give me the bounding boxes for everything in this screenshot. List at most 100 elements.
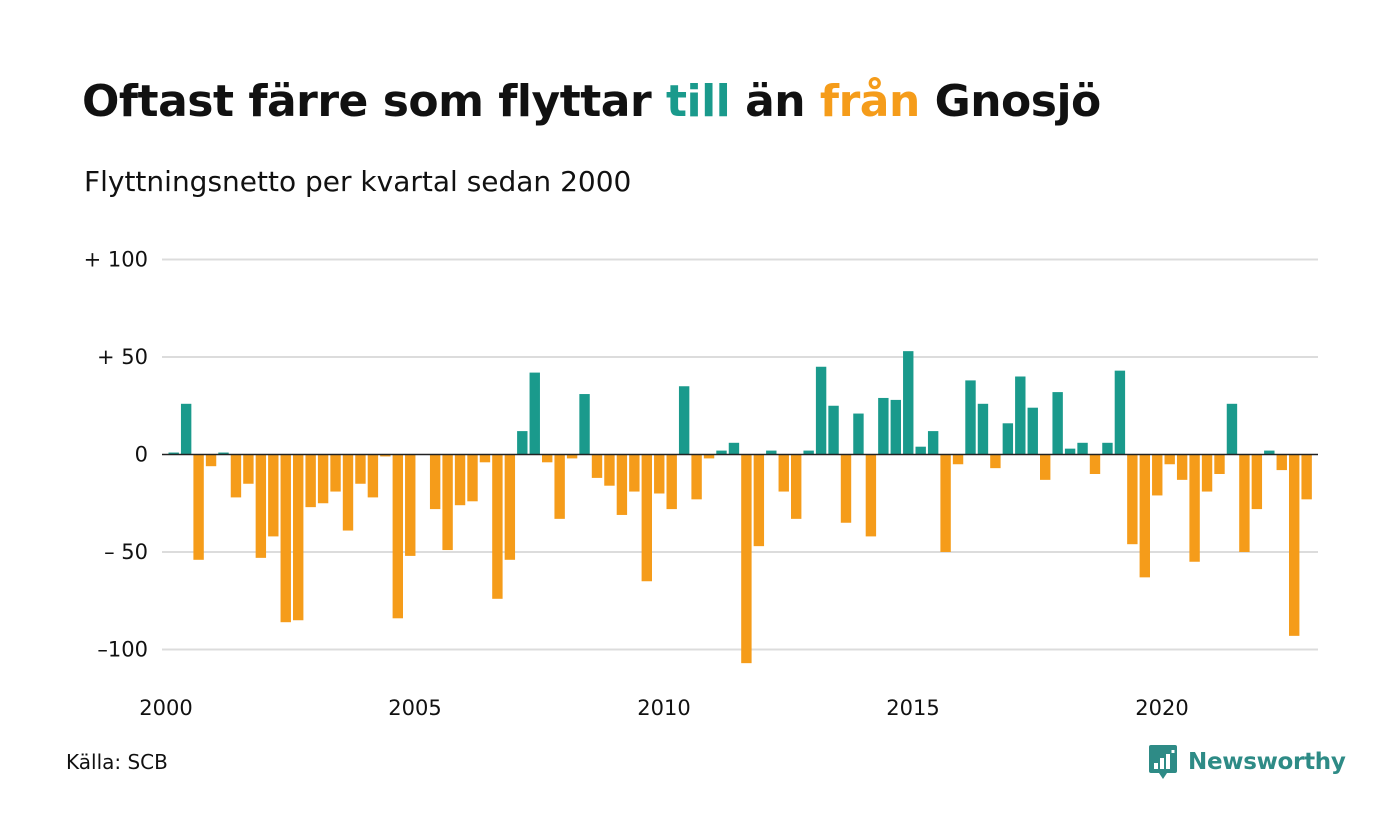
bar-2000K4 <box>205 454 217 467</box>
bar-2022K4 <box>1301 454 1312 500</box>
bar-2000K3 <box>193 454 204 560</box>
bar-2019K2 <box>1127 454 1138 545</box>
bar-2007K4 <box>554 454 565 519</box>
title-highlight-fran: från <box>819 76 920 127</box>
bar-2020K2 <box>1176 454 1188 480</box>
bar-2022K3 <box>1289 454 1300 636</box>
x-tick-label: 2015 <box>886 696 939 720</box>
bar-2013K4 <box>853 413 864 455</box>
bar-2015K1 <box>915 446 926 455</box>
bar-2007K2 <box>529 372 540 455</box>
x-axis-ticks: 2000 2005 2010 2015 2020 <box>139 696 1188 720</box>
bar-2007K3 <box>542 454 553 463</box>
title-part-1: Oftast färre som flyttar <box>82 76 666 127</box>
bar-2014K2 <box>878 397 889 455</box>
bar-2002K2 <box>280 454 291 623</box>
bar-2002K1 <box>268 454 279 537</box>
bar-2017K3 <box>1040 454 1051 480</box>
bar-2001K2 <box>230 454 242 498</box>
x-tick-label: 2020 <box>1135 696 1188 720</box>
bar-2010K2 <box>678 386 690 455</box>
bar-2006K1 <box>467 454 478 502</box>
y-tick-label: 0 <box>135 443 148 467</box>
brand-logo: Newsworthy <box>1148 742 1346 782</box>
bar-2013K2 <box>828 405 839 455</box>
bar-2003K4 <box>355 454 366 484</box>
bar-2018K3 <box>1089 454 1101 474</box>
bar-2013K3 <box>840 454 852 523</box>
chart-subtitle: Flyttningsnetto per kvartal sedan 2000 <box>84 165 632 198</box>
bar-chart: + 100 + 50 0 – 50 –100 2000 2005 2010 2015 2020 <box>84 248 1318 720</box>
bar-2011K4 <box>753 454 765 547</box>
bar-2003K1 <box>317 454 329 504</box>
bar-2022K2 <box>1276 454 1287 471</box>
bar-2014K4 <box>903 351 914 455</box>
bar-2012K3 <box>791 454 802 519</box>
newsworthy-logo-icon <box>1149 745 1177 779</box>
bar-2019K1 <box>1114 370 1126 455</box>
brand-name: Newsworthy <box>1188 749 1346 775</box>
bar-2010K3 <box>691 454 702 500</box>
bar-2020K4 <box>1201 454 1213 492</box>
bar-2021K1 <box>1214 454 1225 474</box>
bar-2006K3 <box>492 454 503 599</box>
bar-2009K1 <box>616 454 628 515</box>
bar-2003K3 <box>342 454 354 531</box>
bar-2009K2 <box>629 454 640 492</box>
bar-2011K1 <box>716 450 727 455</box>
title-part-3: Gnosjö <box>919 76 1102 127</box>
bar-2001K4 <box>255 454 267 558</box>
bar-2017K1 <box>1015 376 1026 455</box>
bar-2006K2 <box>479 454 491 463</box>
bar-2004K3 <box>392 454 403 619</box>
bar-2018K1 <box>1064 448 1076 455</box>
bar-2012K1 <box>766 450 777 455</box>
bar-2005K3 <box>442 454 453 551</box>
bar-2022K1 <box>1264 450 1275 455</box>
bar-2021K3 <box>1239 454 1250 552</box>
bar-2004K4 <box>405 454 416 556</box>
bar-2006K4 <box>504 454 516 560</box>
bar-2003K2 <box>330 454 341 492</box>
bar-2005K2 <box>429 454 441 510</box>
title-part-2: än <box>730 76 820 127</box>
bar-2001K1 <box>218 452 229 455</box>
bar-2011K3 <box>741 454 752 664</box>
bar-2015K4 <box>952 454 964 465</box>
bar-2007K1 <box>517 431 528 455</box>
bar-2015K2 <box>927 431 939 455</box>
bar-2008K4 <box>604 454 615 486</box>
y-tick-label: –100 <box>97 638 148 662</box>
grid-lines <box>162 258 1318 651</box>
bar-2008K1 <box>566 454 578 459</box>
bar-2015K3 <box>940 454 951 552</box>
bar-2000K2 <box>180 403 192 455</box>
y-tick-label: + 100 <box>84 248 148 272</box>
bar-2016K3 <box>990 454 1001 469</box>
x-tick-label: 2000 <box>139 696 192 720</box>
bar-2016K1 <box>965 380 976 455</box>
y-tick-label: – 50 <box>104 540 148 564</box>
x-tick-label: 2010 <box>637 696 690 720</box>
bar-2017K4 <box>1052 392 1063 455</box>
bar-2018K2 <box>1077 442 1088 455</box>
source-note: Källa: SCB <box>66 750 168 774</box>
x-tick-label: 2005 <box>388 696 441 720</box>
bar-2004K1 <box>367 454 379 498</box>
bar-2008K2 <box>579 394 590 455</box>
bar-2005K4 <box>454 454 466 506</box>
bar-2021K4 <box>1251 454 1263 510</box>
bar-2021K2 <box>1226 403 1238 455</box>
bar-2012K4 <box>803 450 814 455</box>
bar-2012K2 <box>778 454 789 492</box>
bar-2019K3 <box>1139 454 1150 578</box>
bar-2010K1 <box>666 454 677 510</box>
y-tick-label: + 50 <box>97 345 148 369</box>
chart-title: Oftast färre som flyttar till än från Gn… <box>82 74 1101 130</box>
bar-2017K2 <box>1027 407 1038 455</box>
bar-2002K3 <box>293 454 304 621</box>
bar-2004K2 <box>380 454 391 457</box>
bar-2001K3 <box>243 454 254 484</box>
bar-2020K1 <box>1164 454 1175 465</box>
bar-2013K1 <box>815 366 827 455</box>
